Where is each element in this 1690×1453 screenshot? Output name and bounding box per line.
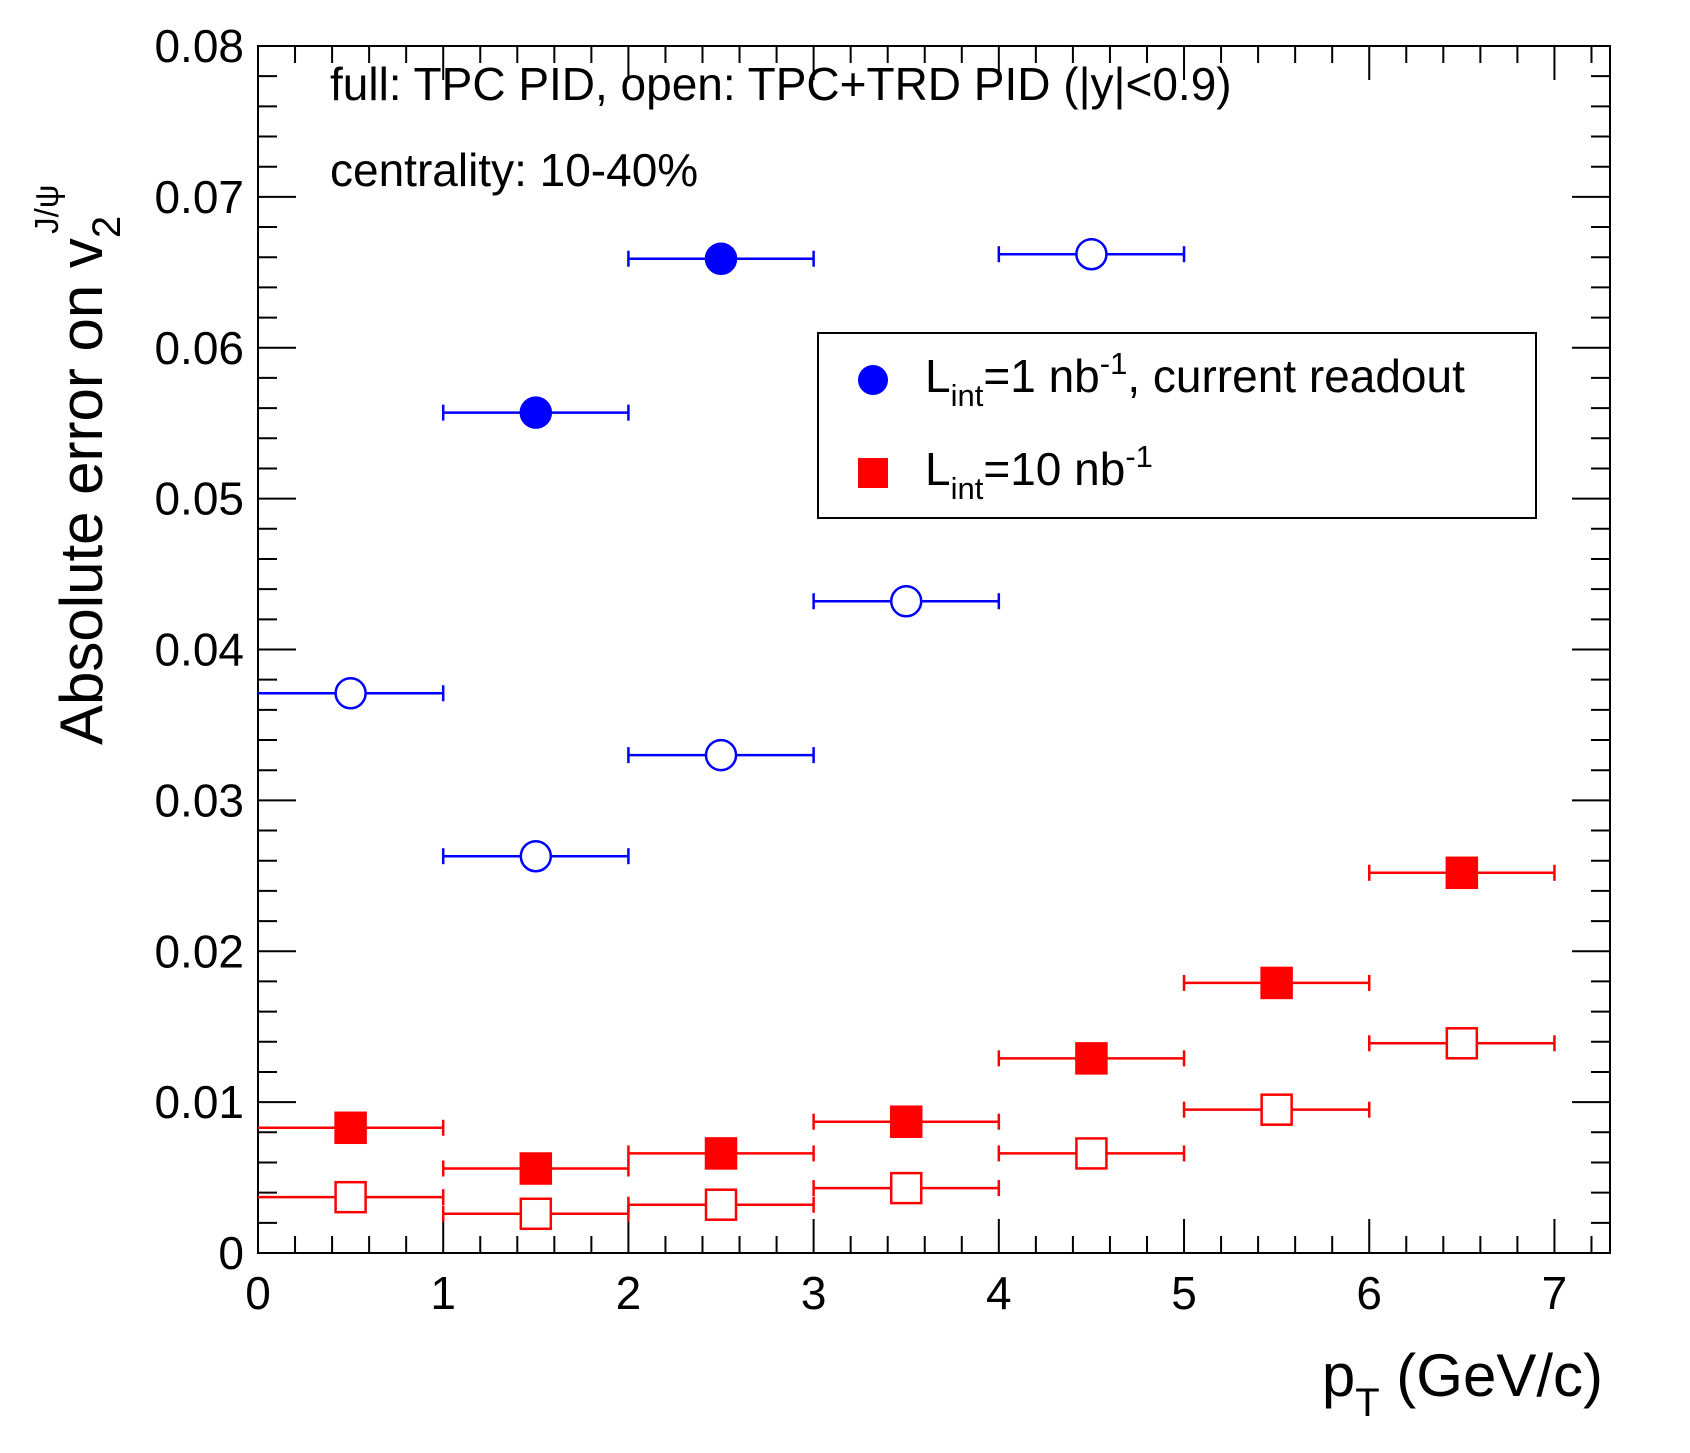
data-point-circle [706,740,736,770]
data-point-square [891,1107,921,1137]
data-point-circle [521,841,551,871]
data-point-square [706,1190,736,1220]
y-tick-label: 0.04 [154,624,244,676]
y-tick-label: 0.01 [154,1076,244,1128]
annotation-pid: full: TPC PID, open: TPC+TRD PID (|y|<0.… [330,58,1232,110]
data-point-circle [706,244,736,274]
legend-marker-square [858,458,888,488]
x-tick-label: 6 [1356,1267,1382,1319]
data-point-circle [521,398,551,428]
y-tick-label: 0.03 [154,774,244,826]
x-tick-label: 5 [1171,1267,1197,1319]
data-point-square [521,1154,551,1184]
y-tick-label: 0.08 [154,20,244,72]
data-point-square [336,1113,366,1143]
data-point-square [1076,1138,1106,1168]
legend: Lint=1 nb-1, current readout Lint=10 nb-… [818,333,1536,518]
x-tick-label: 2 [616,1267,642,1319]
y-tick-label: 0.02 [154,925,244,977]
annotation-centrality: centrality: 10-40% [330,144,698,196]
data-point-square [1262,968,1292,998]
data-point-square [1262,1095,1292,1125]
data-point-circle [1076,239,1106,269]
data-point-circle [891,586,921,616]
y-tick-label: 0.06 [154,322,244,374]
y-tick-label: 0.07 [154,171,244,223]
data-point-square [1076,1043,1106,1073]
data-point-circle [336,678,366,708]
chart: 0 1 2 3 4 5 6 7 0 0.01 0.02 0.03 0.04 0.05 0.06 0.07 0.0… [0,0,1690,1453]
data-point-square [336,1182,366,1212]
legend-marker-circle [858,365,888,395]
x-tick-label: 1 [430,1267,456,1319]
x-tick-label: 4 [986,1267,1012,1319]
y-tick-label: 0.05 [154,473,244,525]
data-point-square [891,1173,921,1203]
x-tick-label: 3 [801,1267,827,1319]
data-point-square [1447,858,1477,888]
x-tick-label: 0 [245,1267,271,1319]
x-tick-label: 7 [1542,1267,1568,1319]
data-point-square [706,1138,736,1168]
y-tick-label: 0 [218,1227,244,1279]
data-point-square [1447,1028,1477,1058]
data-point-square [521,1199,551,1229]
